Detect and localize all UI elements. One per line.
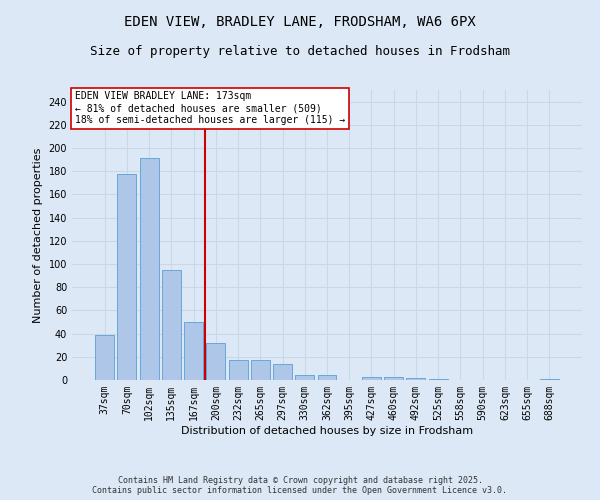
Bar (406, 378, 425, 380)
Bar (162, 270, 181, 380)
Bar (317, 376, 337, 380)
Bar (540, 379, 559, 380)
Text: Size of property relative to detached houses in Frodsham: Size of property relative to detached ho… (90, 45, 510, 58)
Bar (229, 360, 248, 380)
Bar (295, 376, 314, 380)
Bar (118, 174, 136, 380)
Bar (384, 376, 403, 380)
X-axis label: Distribution of detached houses by size in Frodsham: Distribution of detached houses by size … (181, 426, 473, 436)
Bar (206, 343, 225, 380)
Bar (429, 379, 448, 380)
Bar (362, 376, 381, 380)
Y-axis label: Number of detached properties: Number of detached properties (33, 148, 43, 322)
Bar (184, 322, 203, 380)
Bar (273, 364, 292, 380)
Text: Contains HM Land Registry data © Crown copyright and database right 2025.
Contai: Contains HM Land Registry data © Crown c… (92, 476, 508, 495)
Text: EDEN VIEW BRADLEY LANE: 173sqm
← 81% of detached houses are smaller (509)
18% of: EDEN VIEW BRADLEY LANE: 173sqm ← 81% of … (74, 92, 345, 124)
Bar (95, 335, 114, 380)
Bar (251, 360, 270, 380)
Text: EDEN VIEW, BRADLEY LANE, FRODSHAM, WA6 6PX: EDEN VIEW, BRADLEY LANE, FRODSHAM, WA6 6… (124, 15, 476, 29)
Bar (140, 158, 158, 380)
